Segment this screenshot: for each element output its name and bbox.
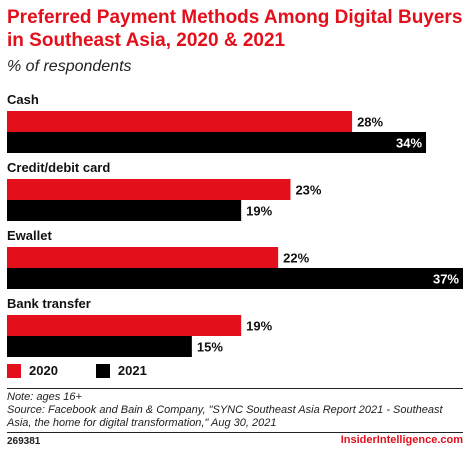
bar-ewallet-2020	[7, 247, 279, 268]
category-label-credit-debit-card: Credit/debit card	[7, 160, 110, 175]
legend-swatch-2021	[95, 363, 110, 378]
data-label-credit-debit-card-2020: 23%	[295, 183, 321, 198]
data-label-bank-transfer-2020: 19%	[246, 319, 272, 334]
data-label-cash-2020: 28%	[357, 115, 383, 130]
legend-item-2021: 2021	[95, 363, 147, 378]
note-text: Note: ages 16+	[7, 391, 82, 403]
legend-label-2021: 2021	[117, 363, 147, 378]
category-label-cash: Cash	[7, 92, 39, 107]
legend-label-2020: 2020	[29, 363, 58, 378]
chart-title: Preferred Payment Methods Among Digital …	[7, 7, 463, 51]
source-line-1: Source: Facebook and Bain & Company, "SY…	[7, 404, 443, 416]
legend-swatch-2020	[7, 363, 21, 378]
legend-item-2020: 2020	[7, 363, 58, 378]
chart-subtitle: % of respondents	[7, 58, 132, 75]
bar-credit-debit-card-2021	[7, 200, 242, 221]
data-label-credit-debit-card-2021: 19%	[246, 204, 272, 219]
category-label-bank-transfer: Bank transfer	[7, 296, 91, 311]
bar-bank-transfer-2021	[7, 336, 192, 357]
data-label-ewallet-2020: 22%	[283, 251, 309, 266]
category-label-ewallet: Ewallet	[7, 228, 52, 243]
bar-cash-2021	[7, 132, 427, 153]
bar-chart: Cash 28% 34% Credit/debit card 23% 19% Ewallet…	[7, 92, 463, 357]
bar-bank-transfer-2020	[7, 315, 242, 336]
bar-ewallet-2021	[7, 268, 463, 289]
source-line-2: Asia, the home for digital transformatio…	[7, 417, 277, 429]
brand-link[interactable]: InsiderIntelligence.com	[340, 434, 463, 446]
footer-divider	[7, 432, 463, 433]
legend: 2020 2021	[7, 363, 185, 378]
bar-credit-debit-card-2020	[7, 179, 291, 200]
notes-divider	[7, 388, 463, 389]
bar-cash-2020	[7, 111, 353, 132]
chart-id: 269381	[7, 436, 41, 447]
data-label-ewallet-2021: 37%	[433, 272, 459, 287]
data-label-cash-2021: 34%	[396, 136, 422, 151]
data-label-bank-transfer-2021: 15%	[197, 340, 223, 355]
notes: Note: ages 16+ Source: Facebook and Bain…	[7, 391, 465, 430]
